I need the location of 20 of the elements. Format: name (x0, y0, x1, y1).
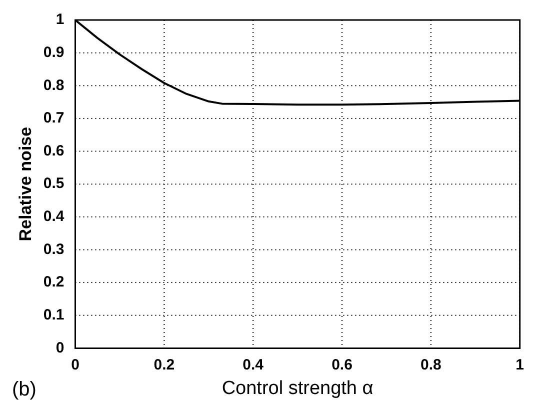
y-tick-label: 0.4 (43, 208, 65, 226)
x-tick-label: 1 (516, 356, 524, 374)
y-tick-label: 0.9 (43, 44, 64, 61)
x-axis-title: Control strength α (222, 378, 374, 399)
text: (b) (12, 378, 36, 401)
y-tick-label: 0.1 (43, 306, 64, 324)
y-tick-label: 1 (56, 11, 64, 28)
y-tick-label: 0.8 (43, 76, 64, 94)
y-tick-label: 0 (56, 339, 64, 356)
y-tick-label: 0.5 (43, 175, 64, 192)
x-tick-label: 0 (71, 356, 80, 374)
y-tick-label: 0.2 (43, 274, 64, 291)
x-tick-label: 0.8 (420, 356, 442, 374)
y-tick-label: 0.3 (43, 240, 64, 258)
y-tick-label: 0.6 (43, 142, 64, 160)
x-tick-label: 0.2 (154, 356, 175, 374)
x-tick-label: 0.6 (332, 356, 352, 374)
x-tick-label: 0.4 (242, 356, 264, 374)
y-axis-title: Relative noise (16, 126, 35, 242)
y-tick-label: 0.7 (43, 110, 64, 127)
